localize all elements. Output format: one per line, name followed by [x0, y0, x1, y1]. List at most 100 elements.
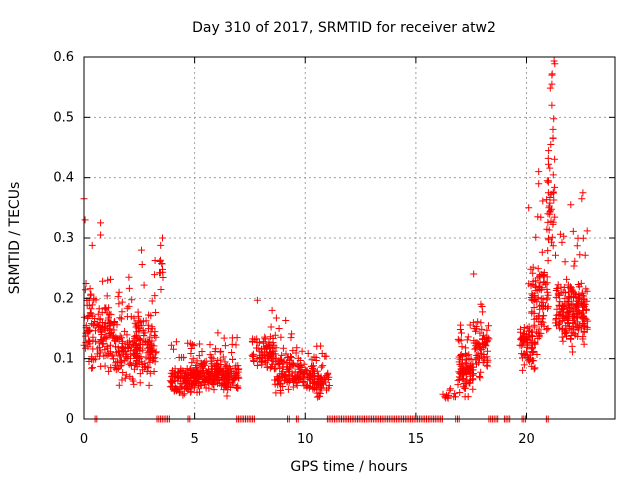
- data-point: [535, 168, 543, 176]
- data-point: [123, 304, 131, 312]
- data-point: [452, 393, 459, 401]
- data-point: [175, 354, 183, 361]
- data-point: [483, 362, 491, 370]
- data-point: [564, 317, 572, 324]
- data-point: [105, 310, 113, 318]
- data-point: [533, 298, 541, 306]
- data-point: [228, 334, 236, 342]
- data-point: [529, 348, 537, 356]
- data-point: [548, 101, 556, 109]
- data-point: [568, 286, 576, 294]
- data-point: [527, 294, 535, 301]
- data-point: [187, 350, 195, 357]
- data-point: [268, 306, 276, 314]
- data-point: [189, 355, 197, 363]
- data-point: [220, 334, 228, 342]
- chart-title: Day 310 of 2017, SRMTID for receiver atw…: [192, 20, 496, 36]
- data-point: [536, 285, 544, 293]
- data-point: [462, 378, 470, 386]
- data-point: [476, 373, 483, 380]
- data-point: [171, 385, 179, 393]
- data-point: [118, 376, 126, 384]
- data-point: [271, 331, 279, 339]
- x-tick-label: 0: [80, 432, 88, 447]
- data-point: [101, 324, 109, 332]
- data-point: [554, 281, 562, 289]
- data-point: [228, 340, 236, 348]
- data-point: [578, 298, 586, 306]
- data-point: [85, 301, 93, 309]
- data-point: [275, 325, 283, 332]
- data-point: [571, 330, 579, 338]
- data-point: [530, 292, 538, 300]
- data-point: [564, 281, 572, 289]
- data-point: [217, 361, 225, 368]
- data-point: [210, 386, 218, 394]
- data-point: [308, 356, 316, 364]
- data-point: [272, 344, 280, 352]
- data-point: [574, 234, 582, 242]
- data-point: [127, 313, 135, 321]
- data-point: [152, 333, 160, 341]
- data-point: [189, 380, 197, 388]
- data-point: [570, 262, 578, 270]
- data-point: [289, 359, 297, 367]
- data-point: [458, 329, 465, 337]
- data-point: [234, 366, 242, 374]
- data-point: [186, 366, 194, 374]
- y-tick-label: 0.5: [53, 110, 74, 125]
- data-point: [97, 336, 105, 344]
- data-point: [473, 325, 481, 333]
- data-point: [99, 277, 107, 285]
- data-point: [457, 336, 465, 344]
- data-point: [540, 278, 548, 286]
- data-point: [534, 335, 542, 342]
- data-point: [140, 281, 148, 289]
- data-point: [229, 381, 237, 389]
- data-point: [82, 344, 90, 352]
- data-point: [580, 340, 588, 348]
- data-point: [529, 333, 536, 340]
- data-point: [136, 340, 144, 348]
- x-tick-label: 10: [297, 432, 314, 447]
- data-point: [271, 350, 279, 358]
- data-point: [484, 347, 491, 355]
- data-point: [105, 314, 112, 322]
- data-point: [317, 363, 325, 371]
- data-point: [477, 368, 485, 376]
- data-point: [99, 340, 107, 348]
- data-point: [446, 386, 454, 394]
- data-point: [249, 353, 257, 360]
- data-point: [132, 331, 140, 339]
- data-point: [548, 80, 556, 88]
- x-axis-title: GPS time / hours: [290, 459, 407, 475]
- data-point: [223, 370, 231, 378]
- data-point: [551, 60, 559, 68]
- data-point: [472, 339, 480, 347]
- data-point: [209, 355, 217, 363]
- data-point: [116, 351, 124, 359]
- data-point: [565, 298, 572, 305]
- data-point: [87, 291, 94, 299]
- data-point: [544, 154, 552, 162]
- data-point: [186, 339, 194, 347]
- data-point: [459, 367, 467, 375]
- data-point: [135, 319, 143, 327]
- data-point: [559, 337, 567, 345]
- data-point: [263, 363, 271, 371]
- data-point: [190, 384, 198, 392]
- data-point: [294, 362, 302, 370]
- data-point: [457, 351, 465, 358]
- data-point: [287, 334, 295, 342]
- data-point: [267, 323, 275, 331]
- data-point: [552, 287, 560, 294]
- data-point: [182, 377, 190, 385]
- data-point: [121, 343, 129, 351]
- x-tick-label: 20: [518, 432, 535, 447]
- data-point: [279, 363, 287, 371]
- data-point: [563, 299, 571, 307]
- data-point: [579, 307, 587, 315]
- data-point: [267, 341, 275, 349]
- data-point: [142, 317, 150, 325]
